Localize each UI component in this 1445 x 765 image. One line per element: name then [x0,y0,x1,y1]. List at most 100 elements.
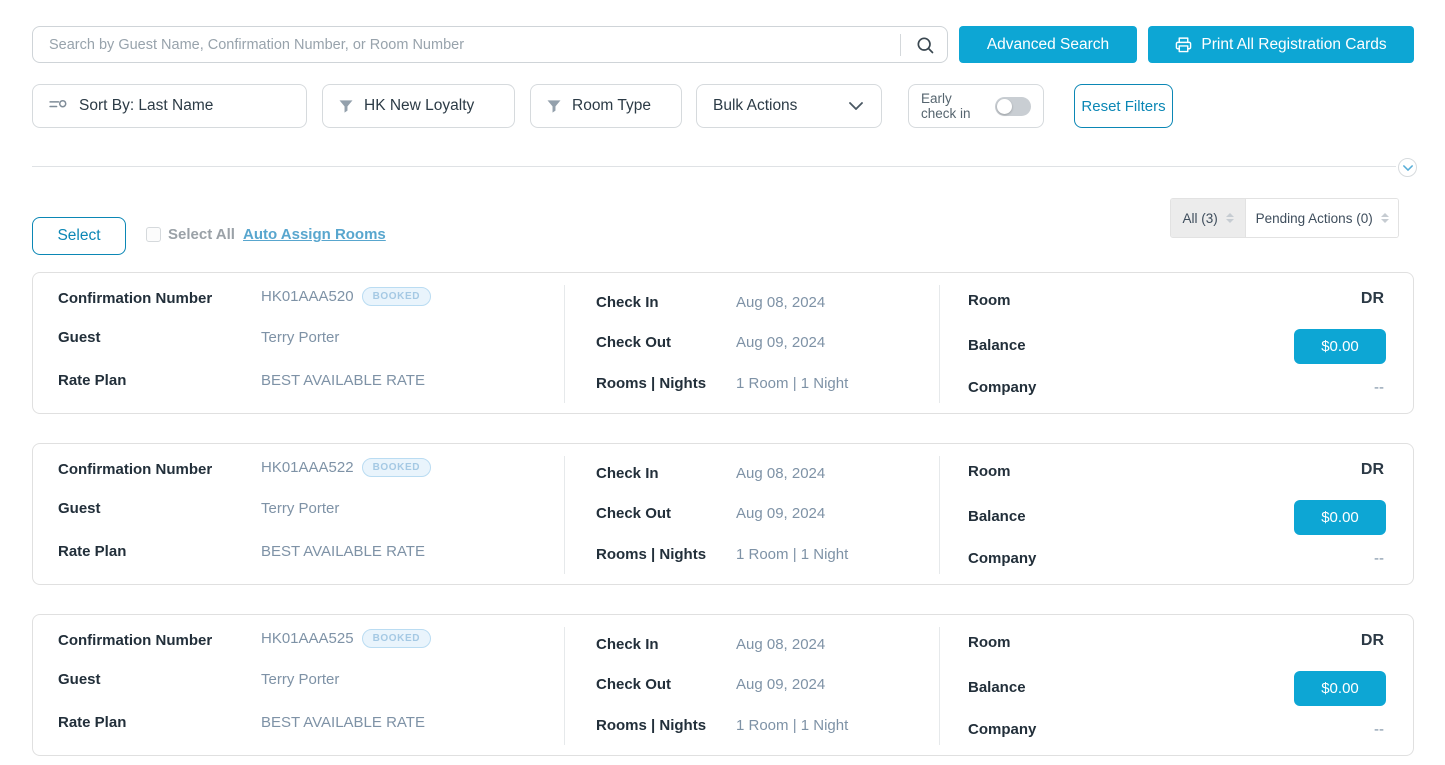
room-type-label: Room Type [572,97,651,114]
early-check-in-toggle[interactable] [995,96,1031,116]
company-value: -- [1374,379,1384,396]
check-in-value: Aug 08, 2024 [736,465,826,482]
rate-plan-label: Rate Plan [58,714,127,731]
reservation-card[interactable]: Confirmation Number HK01AAA525 BOOKED Gu… [32,614,1414,756]
room-type-filter[interactable]: Room Type [530,84,682,128]
confirmation-value: HK01AAA525 [261,630,354,647]
select-all-label: Select All [168,226,235,243]
rooms-nights-label: Rooms | Nights [596,717,707,734]
chevron-down-icon [1402,164,1413,171]
confirmation-value: HK01AAA520 [261,288,354,305]
rate-plan-value: BEST AVAILABLE RATE [261,372,425,389]
tab-all-label: All (3) [1182,210,1218,226]
guest-value: Terry Porter [261,500,340,517]
rate-plan-label: Rate Plan [58,372,127,389]
company-label: Company [968,379,1037,396]
filter-funnel-icon [339,99,353,113]
rate-plan-value: BEST AVAILABLE RATE [261,714,425,731]
confirmation-label: Confirmation Number [58,290,213,307]
balance-button[interactable]: $0.00 [1294,329,1386,364]
section-divider [32,166,1396,167]
company-value: -- [1374,721,1384,738]
room-value: DR [1360,632,1384,649]
status-badge: BOOKED [361,287,432,306]
rooms-nights-label: Rooms | Nights [596,546,707,563]
rate-plan-label: Rate Plan [58,543,127,560]
rooms-nights-value: 1 Room | 1 Night [736,717,849,734]
tab-all[interactable]: All (3) [1171,199,1247,237]
company-value: -- [1374,550,1384,567]
balance-button[interactable]: $0.00 [1294,671,1386,706]
hk-loyalty-filter[interactable]: HK New Loyalty [322,84,515,128]
search-divider [900,33,901,56]
search-icon[interactable] [915,35,935,55]
collapse-filters-button[interactable] [1398,158,1417,177]
print-all-label: Print All Registration Cards [1201,35,1387,53]
rate-plan-value: BEST AVAILABLE RATE [261,543,425,560]
check-in-label: Check In [596,465,659,482]
advanced-search-button[interactable]: Advanced Search [959,26,1137,63]
sort-by-label: Sort By: Last Name [79,97,214,114]
guest-label: Guest [58,329,101,346]
status-badge: BOOKED [361,629,432,648]
card-column-divider [939,285,940,403]
check-in-value: Aug 08, 2024 [736,294,826,311]
reservation-list: Confirmation Number HK01AAA520 BOOKED Gu… [32,272,1414,765]
balance-button[interactable]: $0.00 [1294,500,1386,535]
room-value: DR [1360,290,1384,307]
toggle-knob [997,98,1012,114]
room-label: Room [968,292,1011,309]
card-column-divider [564,285,565,403]
room-value: DR [1360,461,1384,478]
card-column-divider [564,456,565,574]
check-out-label: Check Out [596,505,672,522]
card-column-divider [939,456,940,574]
confirmation-label: Confirmation Number [58,632,213,649]
guest-value: Terry Porter [261,671,340,688]
tab-pending-label: Pending Actions (0) [1255,210,1373,226]
sort-carets-icon [1380,213,1389,223]
check-out-value: Aug 09, 2024 [736,334,826,351]
confirmation-value: HK01AAA522 [261,459,354,476]
sort-by-dropdown[interactable]: Sort By: Last Name [32,84,307,128]
tab-pending-actions[interactable]: Pending Actions (0) [1246,199,1398,237]
sort-icon [49,99,68,114]
search-bar [32,26,948,63]
auto-assign-rooms-link[interactable]: Auto Assign Rooms [243,226,386,243]
balance-label: Balance [968,508,1026,525]
guest-value: Terry Porter [261,329,340,346]
rooms-nights-label: Rooms | Nights [596,375,707,392]
room-label: Room [968,634,1011,651]
room-label: Room [968,463,1011,480]
search-input[interactable] [49,36,892,53]
rooms-nights-value: 1 Room | 1 Night [736,375,849,392]
guest-label: Guest [58,671,101,688]
status-badge: BOOKED [361,458,432,477]
bulk-actions-select[interactable]: Bulk Actions [696,84,882,128]
reservation-card[interactable]: Confirmation Number HK01AAA522 BOOKED Gu… [32,443,1414,585]
confirmation-label: Confirmation Number [58,461,213,478]
check-out-value: Aug 09, 2024 [736,505,826,522]
select-button[interactable]: Select [32,217,126,255]
reservation-card[interactable]: Confirmation Number HK01AAA520 BOOKED Gu… [32,272,1414,414]
card-column-divider [564,627,565,745]
guest-label: Guest [58,500,101,517]
reset-filters-button[interactable]: Reset Filters [1074,84,1173,128]
sort-carets-icon [1225,213,1234,223]
result-tabs: All (3) Pending Actions (0) [1170,198,1399,238]
check-in-value: Aug 08, 2024 [736,636,826,653]
early-check-in-label: Early check in [921,91,971,121]
chevron-down-icon [849,102,863,110]
check-out-label: Check Out [596,334,672,351]
early-check-in-control: Early check in [908,84,1044,128]
card-column-divider [939,627,940,745]
check-out-label: Check Out [596,676,672,693]
bulk-actions-label: Bulk Actions [713,97,798,114]
print-all-registration-cards-button[interactable]: Print All Registration Cards [1148,26,1414,63]
check-in-label: Check In [596,294,659,311]
select-all-checkbox[interactable] [146,227,161,242]
filter-funnel-icon [547,99,561,113]
check-in-label: Check In [596,636,659,653]
balance-label: Balance [968,679,1026,696]
